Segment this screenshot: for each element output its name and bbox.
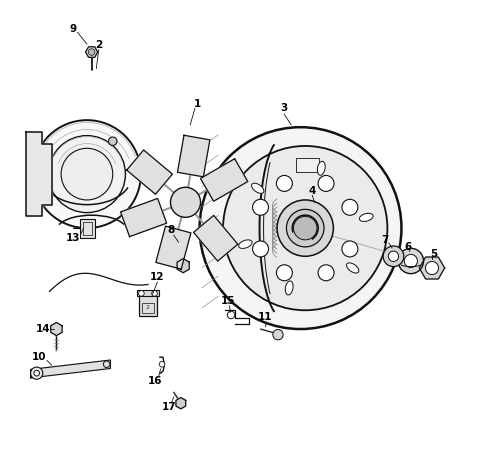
Polygon shape (156, 226, 191, 269)
Circle shape (425, 261, 439, 275)
Ellipse shape (318, 162, 325, 175)
Text: 7: 7 (381, 235, 389, 245)
Circle shape (171, 187, 201, 218)
Circle shape (276, 175, 292, 191)
Text: 12: 12 (150, 272, 165, 283)
Text: 11: 11 (258, 312, 273, 323)
Circle shape (223, 146, 388, 310)
Polygon shape (194, 216, 238, 261)
Circle shape (398, 248, 423, 274)
Circle shape (294, 217, 317, 240)
Text: 6: 6 (405, 242, 412, 252)
Text: 3: 3 (281, 104, 288, 114)
Circle shape (404, 255, 417, 267)
Polygon shape (177, 135, 210, 177)
Polygon shape (176, 398, 186, 409)
Text: 10: 10 (31, 352, 46, 362)
Text: 2: 2 (95, 40, 103, 50)
Circle shape (88, 49, 95, 56)
Polygon shape (51, 323, 62, 336)
Circle shape (228, 311, 235, 319)
Bar (296, 158, 319, 172)
Circle shape (277, 200, 333, 256)
Polygon shape (86, 47, 98, 57)
Circle shape (318, 265, 334, 281)
Circle shape (48, 136, 125, 213)
Circle shape (31, 367, 43, 379)
Circle shape (388, 251, 399, 261)
Circle shape (33, 120, 141, 228)
Bar (80, 218, 95, 238)
Circle shape (342, 200, 358, 215)
Circle shape (273, 330, 283, 340)
Circle shape (252, 241, 269, 257)
Text: 2: 2 (146, 305, 150, 311)
Text: 5: 5 (430, 249, 437, 259)
Text: 17: 17 (162, 401, 176, 411)
Text: 13: 13 (66, 232, 80, 243)
Bar (142, 303, 154, 313)
Bar (137, 290, 159, 296)
Text: 4: 4 (308, 186, 316, 196)
Polygon shape (121, 199, 167, 237)
Text: 1: 1 (194, 99, 201, 109)
Circle shape (286, 209, 324, 247)
Circle shape (342, 241, 358, 257)
Circle shape (138, 291, 144, 296)
Circle shape (318, 175, 334, 191)
Text: 15: 15 (220, 296, 235, 306)
Bar (0, 108, 42, 240)
Circle shape (61, 148, 113, 200)
Ellipse shape (359, 213, 373, 221)
Polygon shape (127, 150, 172, 194)
Ellipse shape (285, 281, 293, 295)
Polygon shape (26, 132, 52, 217)
Circle shape (174, 254, 183, 263)
Circle shape (103, 361, 110, 368)
Ellipse shape (239, 240, 252, 248)
Circle shape (152, 291, 157, 296)
Circle shape (276, 265, 292, 281)
Polygon shape (201, 159, 248, 201)
Circle shape (200, 127, 401, 329)
Bar (138, 295, 157, 316)
Text: 8: 8 (168, 226, 175, 236)
Circle shape (159, 361, 165, 367)
Text: 16: 16 (148, 376, 162, 386)
Text: 14: 14 (36, 324, 51, 334)
Circle shape (252, 200, 269, 215)
Circle shape (383, 246, 404, 266)
Polygon shape (31, 360, 110, 378)
Circle shape (109, 137, 117, 145)
Text: 9: 9 (69, 24, 77, 34)
Ellipse shape (251, 183, 264, 193)
Ellipse shape (346, 263, 359, 273)
Polygon shape (419, 257, 445, 279)
Bar (83, 221, 92, 235)
Polygon shape (177, 258, 189, 273)
Circle shape (34, 370, 39, 376)
